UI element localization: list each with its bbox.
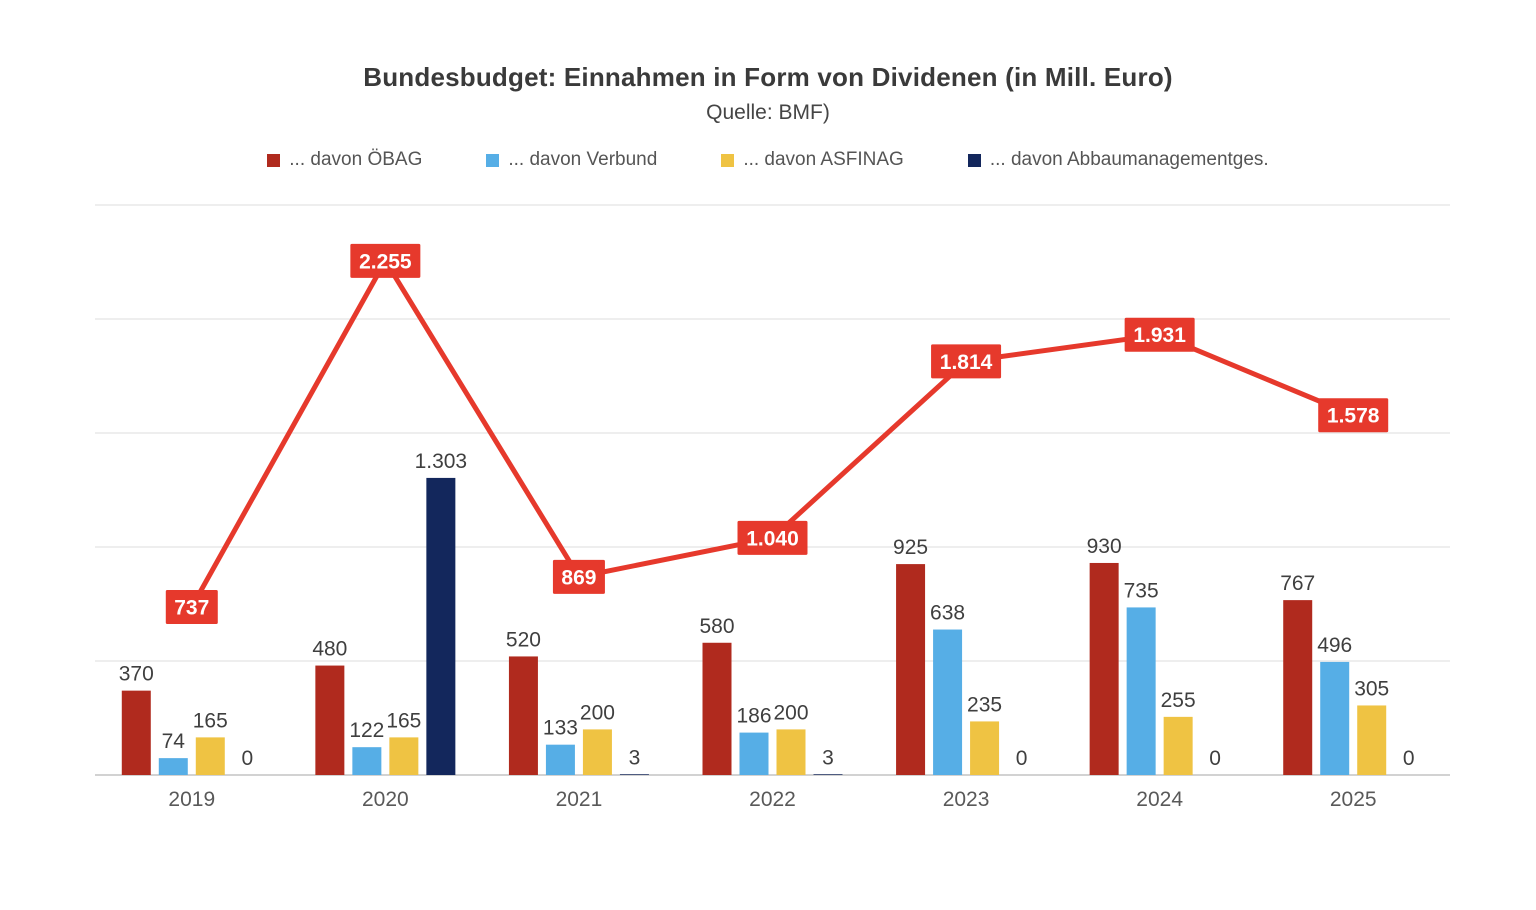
line-label-text: 1.578: [1327, 405, 1380, 428]
x-axis-label-2022: 2022: [749, 788, 796, 811]
bar-davon-verbund-2024: [1126, 607, 1156, 775]
bar-value-label-davon-abbaumanagementges-2022: 3: [822, 746, 834, 769]
legend-item-davon-asfinag: ... davon ASFINAG: [721, 149, 904, 171]
line-point-label-2023: 1.814: [931, 344, 1002, 379]
bar-value-label-davon-verbund-2023: 638: [930, 602, 965, 625]
legend-swatch-icon: [267, 153, 281, 167]
line-point-label-2025: 1.578: [1318, 398, 1389, 433]
bar-davon-asfinag-2025: [1357, 705, 1387, 775]
bar-value-label-davon-bag-2020: 480: [312, 638, 347, 661]
bar-davon-bag-2021: [508, 656, 538, 775]
bar-davon-asfinag-2023: [970, 721, 1000, 775]
legend-label: ... davon Abbaumanagementges.: [989, 149, 1269, 170]
bar-davon-bag-2022: [702, 642, 732, 775]
bar-value-label-davon-asfinag-2023: 235: [967, 693, 1002, 716]
bar-value-label-davon-asfinag-2020: 165: [386, 709, 421, 732]
bar-value-label-davon-asfinag-2021: 200: [580, 701, 615, 724]
bar-value-label-davon-asfinag-2024: 255: [1161, 689, 1196, 712]
bar-value-label-davon-abbaumanagementges-2024: 0: [1209, 747, 1221, 770]
bar-davon-asfinag-2021: [582, 729, 612, 775]
bar-davon-bag-2024: [1089, 562, 1119, 775]
bar-value-label-davon-verbund-2022: 186: [736, 705, 771, 728]
x-axis-label-2024: 2024: [1136, 788, 1183, 811]
x-axis-label-2019: 2019: [168, 788, 215, 811]
bar-davon-verbund-2022: [739, 732, 769, 775]
legend-label: ... davon ÖBAG: [289, 149, 423, 170]
bar-value-label-davon-abbaumanagementges-2023: 0: [1016, 747, 1028, 770]
bar-davon-asfinag-2020: [389, 737, 419, 775]
legend-label: ... davon Verbund: [508, 149, 658, 170]
bar-value-label-davon-bag-2025: 767: [1280, 572, 1315, 595]
legend-item-davon-verbund: ... davon Verbund: [486, 149, 657, 171]
bar-davon-verbund-2025: [1320, 661, 1350, 775]
bar-value-label-davon-bag-2023: 925: [893, 536, 928, 559]
bar-davon-asfinag-2022: [776, 729, 806, 775]
line-label-box: [1124, 317, 1195, 352]
chart-subtitle: Quelle: BMF): [706, 101, 830, 124]
line-label-text: 2.255: [359, 250, 412, 273]
legend-swatch-icon: [721, 153, 735, 167]
x-axis-label-2020: 2020: [362, 788, 409, 811]
line-label-box: [1318, 398, 1389, 433]
legend-item-davon-bag: ... davon ÖBAG: [267, 149, 422, 171]
bar-value-label-davon-bag-2022: 580: [699, 615, 734, 638]
bar-value-label-davon-abbaumanagementges-2019: 0: [241, 747, 253, 770]
bar-davon-verbund-2023: [933, 629, 963, 775]
bar-value-label-davon-verbund-2019: 74: [162, 730, 186, 753]
x-axis-label-2023: 2023: [943, 788, 990, 811]
line-label-text: 1.040: [746, 527, 799, 550]
legend-swatch-icon: [486, 153, 500, 167]
bar-davon-verbund-2019: [158, 758, 188, 775]
line-label-box: [737, 520, 808, 555]
bar-davon-bag-2023: [896, 564, 926, 775]
bar-davon-asfinag-2019: [195, 737, 225, 775]
bar-davon-abbaumanagementges-2021: [619, 774, 649, 775]
bar-value-label-davon-asfinag-2019: 165: [193, 709, 228, 732]
legend-label: ... davon ASFINAG: [743, 149, 904, 170]
bar-davon-bag-2019: [121, 690, 151, 775]
line-point-label-2021: 869: [552, 559, 605, 594]
bar-davon-abbaumanagementges-2022: [813, 774, 843, 775]
bar-value-label-davon-verbund-2025: 496: [1317, 634, 1352, 657]
bar-value-label-davon-bag-2024: 930: [1087, 535, 1122, 558]
bar-davon-verbund-2021: [545, 744, 575, 775]
legend-item-davon-abbaumanagementges: ... davon Abbaumanagementges.: [967, 149, 1269, 171]
bar-davon-bag-2020: [315, 665, 345, 775]
line-point-label-2020: 2.255: [350, 243, 421, 278]
bar-value-label-davon-verbund-2024: 735: [1124, 579, 1159, 602]
line-label-box: [552, 559, 605, 594]
line-label-box: [350, 243, 421, 278]
bar-value-label-davon-abbaumanagementges-2025: 0: [1403, 747, 1415, 770]
line-label-text: 737: [174, 596, 209, 619]
total-dividends-line: [189, 258, 1356, 610]
legend: ... davon ÖBAG ... davon Verbund ... davon…: [0, 149, 1536, 171]
bar-value-label-davon-bag-2021: 520: [506, 628, 541, 651]
bar-value-label-davon-abbaumanagementges-2020: 1.303: [415, 450, 468, 473]
line-label-box: [165, 589, 218, 624]
line-label-box: [931, 344, 1002, 379]
line-label-text: 1.814: [940, 351, 993, 374]
legend-swatch-icon: [967, 153, 981, 167]
bar-davon-bag-2025: [1283, 600, 1313, 775]
x-axis-label-2025: 2025: [1330, 788, 1377, 811]
bar-davon-abbaumanagementges-2020: [426, 477, 456, 775]
bar-davon-asfinag-2024: [1163, 716, 1193, 775]
line-point-label-2022: 1.040: [737, 520, 808, 555]
bar-value-label-davon-asfinag-2022: 200: [773, 701, 808, 724]
line-point-label-2019: 737: [165, 589, 218, 624]
bar-value-label-davon-verbund-2020: 122: [349, 719, 384, 742]
bar-value-label-davon-abbaumanagementges-2021: 3: [629, 746, 641, 769]
line-label-text: 869: [561, 566, 596, 589]
chart-title: Bundesbudget: Einnahmen in Form von Divi…: [363, 62, 1173, 92]
x-axis-label-2021: 2021: [556, 788, 603, 811]
bar-value-label-davon-verbund-2021: 133: [543, 717, 578, 740]
bar-value-label-davon-bag-2019: 370: [119, 663, 154, 686]
bar-davon-verbund-2020: [352, 747, 382, 775]
bar-value-label-davon-asfinag-2025: 305: [1354, 677, 1389, 700]
line-label-text: 1.931: [1133, 324, 1186, 347]
line-point-label-2024: 1.931: [1124, 317, 1195, 352]
